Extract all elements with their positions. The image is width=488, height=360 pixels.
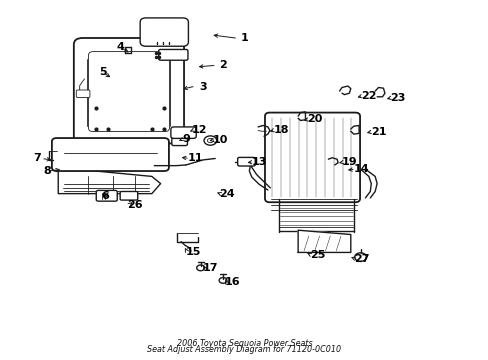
Text: 14: 14 bbox=[353, 164, 368, 174]
FancyBboxPatch shape bbox=[237, 157, 255, 166]
Text: 13: 13 bbox=[251, 157, 266, 167]
Text: 9: 9 bbox=[182, 134, 189, 144]
Text: 3: 3 bbox=[199, 82, 206, 92]
Text: 15: 15 bbox=[185, 247, 201, 257]
FancyBboxPatch shape bbox=[170, 127, 196, 138]
Text: 1: 1 bbox=[240, 33, 248, 43]
Text: 12: 12 bbox=[191, 125, 207, 135]
FancyBboxPatch shape bbox=[52, 138, 168, 171]
FancyBboxPatch shape bbox=[158, 49, 187, 60]
Text: 5: 5 bbox=[99, 67, 107, 77]
Text: 2: 2 bbox=[218, 60, 226, 70]
Text: 22: 22 bbox=[360, 91, 376, 101]
Text: 10: 10 bbox=[212, 135, 227, 145]
Text: 21: 21 bbox=[370, 127, 386, 136]
FancyBboxPatch shape bbox=[88, 51, 169, 132]
Text: 24: 24 bbox=[219, 189, 235, 199]
FancyBboxPatch shape bbox=[120, 192, 138, 200]
Text: 11: 11 bbox=[187, 153, 203, 163]
FancyBboxPatch shape bbox=[140, 18, 188, 46]
FancyBboxPatch shape bbox=[74, 38, 183, 143]
Text: Seat Adjust Assembly Diagram for 71120-0C010: Seat Adjust Assembly Diagram for 71120-0… bbox=[147, 345, 341, 354]
Text: 6: 6 bbox=[102, 191, 109, 201]
FancyBboxPatch shape bbox=[76, 90, 90, 98]
FancyBboxPatch shape bbox=[96, 190, 117, 201]
Text: 8: 8 bbox=[43, 166, 51, 176]
Text: 27: 27 bbox=[353, 254, 368, 264]
Text: 2006 Toyota Sequoia Power Seats: 2006 Toyota Sequoia Power Seats bbox=[176, 339, 312, 348]
Text: 7: 7 bbox=[33, 153, 41, 163]
Text: 19: 19 bbox=[341, 157, 356, 167]
FancyBboxPatch shape bbox=[171, 136, 187, 145]
Text: 23: 23 bbox=[389, 93, 405, 103]
Polygon shape bbox=[298, 230, 350, 252]
Text: 16: 16 bbox=[224, 277, 240, 287]
Text: 18: 18 bbox=[273, 125, 288, 135]
Text: 25: 25 bbox=[309, 250, 325, 260]
FancyBboxPatch shape bbox=[264, 113, 359, 202]
Text: 26: 26 bbox=[127, 200, 142, 210]
Text: 4: 4 bbox=[116, 42, 124, 52]
Text: 20: 20 bbox=[307, 114, 322, 124]
Text: 17: 17 bbox=[202, 263, 218, 273]
